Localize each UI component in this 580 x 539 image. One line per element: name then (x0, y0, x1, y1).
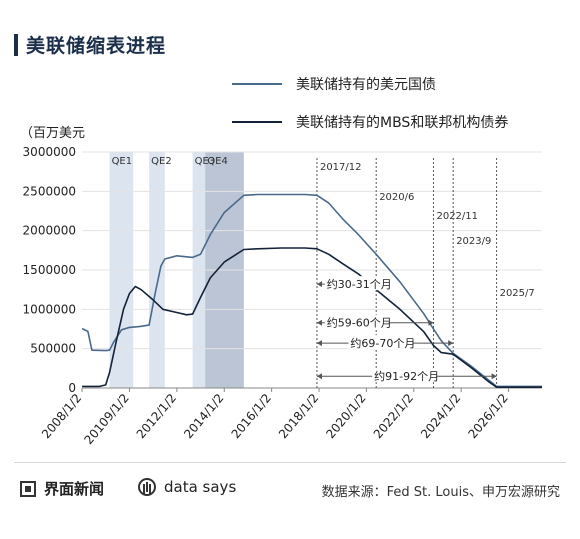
duration-label: 约69-70个月 (350, 337, 415, 350)
duration-label-bg (348, 335, 413, 350)
x-tick-label: 2020/1/2 (323, 391, 368, 441)
legend-label-treasury: 美联储持有的美元国债 (296, 77, 436, 93)
vertical-marker-label: 2017/12 (320, 162, 362, 173)
duration-arrow-head-right (491, 373, 497, 380)
legend-item-treasury: 美联储持有的美元国债 (232, 74, 436, 94)
brand-jiemian-label: 界面新闻 (44, 480, 105, 498)
duration-arrow-head-left (316, 281, 322, 288)
series-line-treasury (81, 193, 542, 388)
legend-line-mbs (232, 121, 282, 123)
y-tick-label: 3000000 (23, 145, 76, 159)
duration-label-bg (372, 368, 437, 383)
jiemian-logo-icon (20, 480, 36, 497)
y-tick-label: 500000 (30, 342, 76, 356)
x-tick-label: 2024/1/2 (418, 391, 463, 441)
qe-label-qe2: QE2 (151, 156, 172, 167)
vertical-marker-label: 2020/6 (379, 192, 414, 203)
y-axis-unit-label: （百万美元 (20, 126, 86, 141)
duration-label-bg (324, 276, 389, 291)
vertical-marker-label: 2023/9 (456, 236, 491, 247)
x-tick-label: 2012/1/2 (134, 391, 179, 441)
series-line-mbs (82, 247, 542, 388)
duration-arrow-head-left (316, 373, 322, 380)
y-tick-label: 2000000 (23, 224, 76, 238)
chart-title: 美联储缩表进程 (26, 35, 167, 57)
x-tick-label: 20109/1/2 (82, 391, 132, 447)
duration-arrow-head-left (316, 340, 322, 347)
title-accent-bar (14, 34, 18, 56)
brand-datasays: data says (138, 478, 236, 496)
duration-label: 约59-60个月 (327, 317, 392, 330)
data-source: 数据来源：Fed St. Louis、申万宏源研究 (321, 485, 560, 500)
duration-label: 约30-31个月 (327, 278, 392, 291)
footer-divider (14, 462, 566, 463)
duration-label-bg (324, 314, 389, 329)
x-tick-label: 2022/1/2 (371, 391, 416, 441)
y-tick-label: 1500000 (23, 263, 76, 277)
x-tick-label: 2016/1/2 (229, 391, 274, 441)
duration-arrow-head-left (316, 319, 322, 326)
vertical-marker-label: 2022/11 (436, 211, 478, 222)
qe-label-qe1: QE1 (112, 156, 133, 167)
brand-datasays-label: data says (164, 478, 237, 496)
x-tick-label: 2008/1/2 (39, 391, 84, 441)
x-tick-label: 2026/1/2 (466, 391, 511, 441)
datasays-logo-icon (138, 478, 156, 496)
legend-item-mbs: 美联储持有的MBS和联邦机构债券 (232, 112, 508, 132)
duration-arrow-head-right (428, 319, 434, 326)
y-tick-label: 0 (68, 381, 76, 395)
y-tick-label: 2500000 (23, 184, 76, 198)
duration-label: 约91-92个月 (374, 370, 439, 383)
qe-label-qe3: QE3 (195, 156, 216, 167)
brand-jiemian: 界面新闻 (20, 478, 104, 499)
qe-label-qe4: QE4 (207, 156, 228, 167)
legend-label-mbs: 美联储持有的MBS和联邦机构债券 (296, 115, 509, 131)
vertical-marker-label: 2025/7 (500, 288, 535, 299)
legend-line-treasury (232, 83, 282, 85)
y-tick-label: 1000000 (23, 302, 76, 316)
x-tick-label: 2014/1/2 (181, 391, 226, 441)
x-tick-label: 2018/1/2 (276, 391, 321, 441)
duration-arrow-head-right (448, 340, 454, 347)
